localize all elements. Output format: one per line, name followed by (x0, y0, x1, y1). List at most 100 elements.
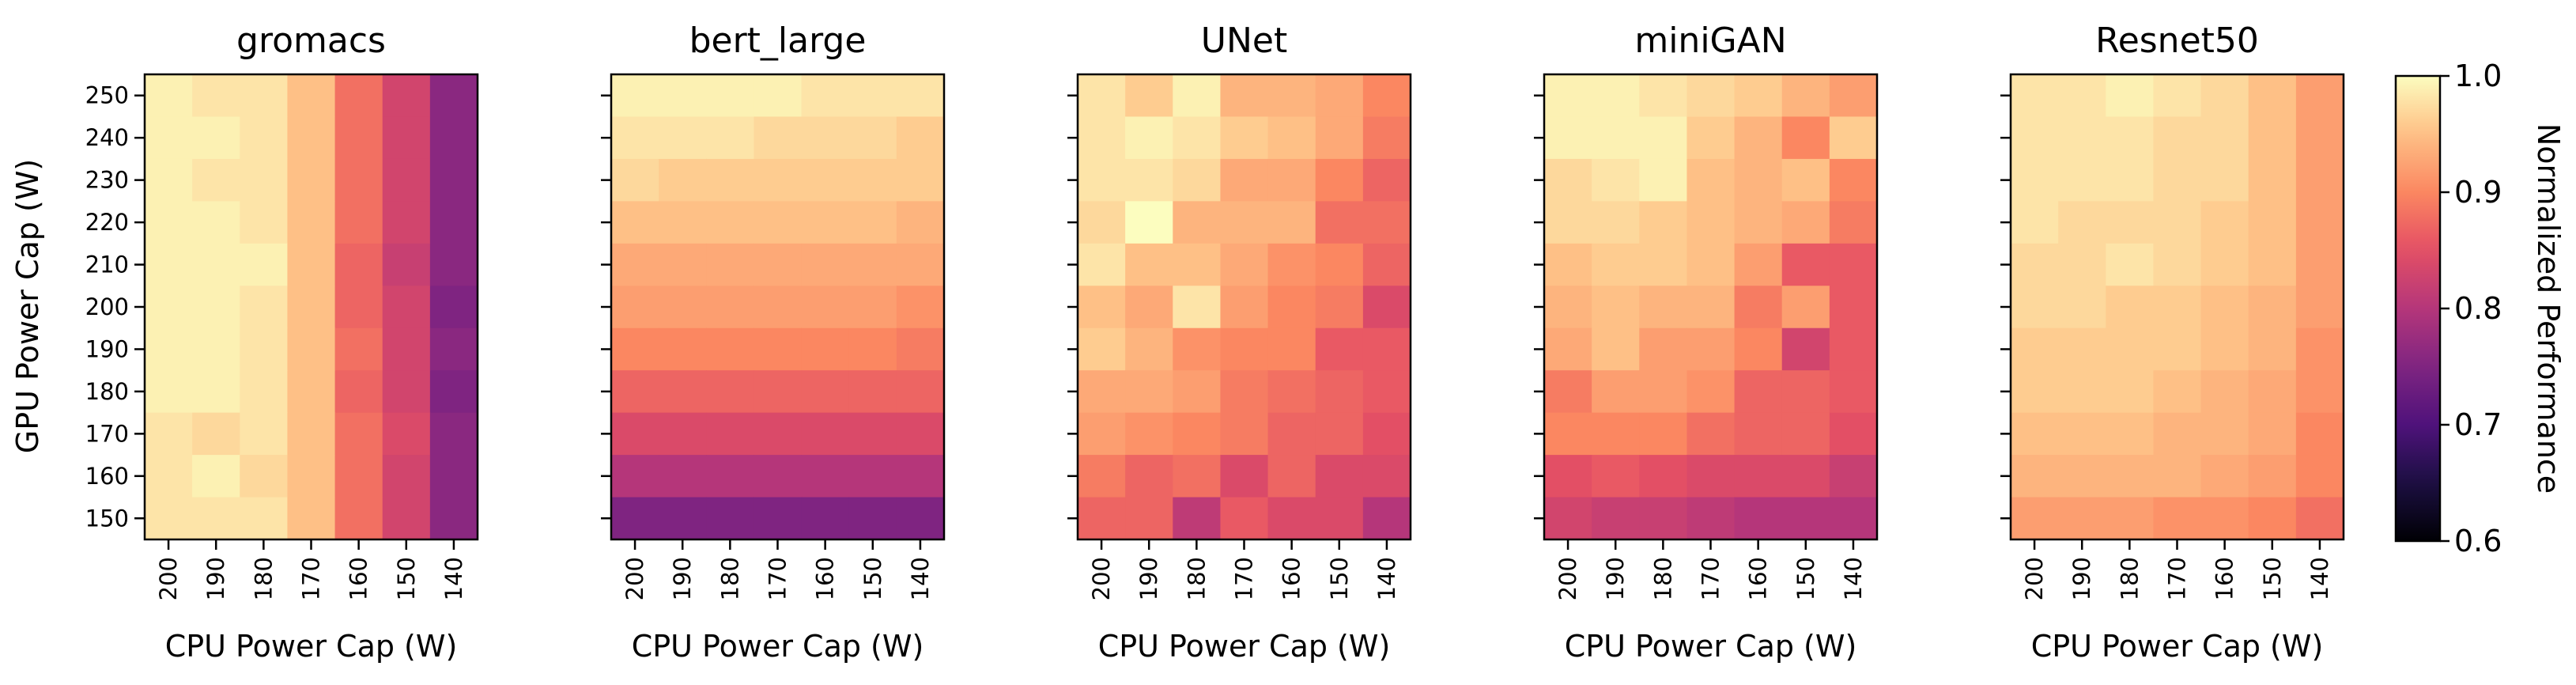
heatmap-cell (1829, 116, 1878, 160)
heatmap-cell (429, 286, 478, 329)
heatmap-cell (2106, 412, 2155, 456)
heatmap-cell (2106, 116, 2155, 160)
heatmap-cell (1220, 286, 1269, 329)
heatmap-cell (240, 497, 289, 540)
heatmap-cell (1686, 497, 1736, 540)
heatmap-cell (611, 201, 659, 244)
heatmap-cell (896, 158, 945, 202)
heatmap-cell (2106, 158, 2155, 202)
heatmap-cell (1544, 497, 1592, 540)
heatmap-cell (1734, 455, 1783, 498)
heatmap-cell (706, 201, 755, 244)
heatmap-cell (334, 327, 383, 371)
heatmap-cell (848, 74, 897, 118)
heatmap-cell (2011, 116, 2059, 160)
heatmap-cell (1639, 455, 1688, 498)
heatmap-cell (706, 455, 755, 498)
heatmap-cell (2153, 201, 2202, 244)
heatmap-cell (706, 412, 755, 456)
heatmap-cell (1125, 243, 1173, 286)
x-tick-label: 170 (765, 557, 791, 600)
heatmap-cell (2011, 455, 2059, 498)
heatmap-cell (2200, 497, 2249, 540)
heatmap-cell (1267, 455, 1316, 498)
heatmap-cell (659, 243, 707, 286)
heatmap-cell (192, 370, 240, 414)
heatmap-cell (896, 455, 945, 498)
heatmap-cell (145, 74, 193, 118)
heatmap-cell (706, 327, 755, 371)
heatmap-cell (1267, 243, 1316, 286)
heatmap-cell (848, 243, 897, 286)
heatmap-cell (1734, 116, 1783, 160)
heatmap-cell (1734, 243, 1783, 286)
heatmap-cell (1829, 286, 1878, 329)
heatmap-cell (1267, 370, 1316, 414)
heatmap-cell (240, 158, 289, 202)
heatmap-cell (801, 158, 850, 202)
heatmap-cell (2153, 116, 2202, 160)
heatmap-cell (145, 201, 193, 244)
heatmap-cell (1686, 243, 1736, 286)
heatmap-cell (2058, 74, 2106, 118)
heatmap-cell (848, 201, 897, 244)
heatmap-cell (1734, 327, 1783, 371)
colorbar-tick-label: 0.9 (2454, 175, 2502, 210)
heatmap-cell (611, 243, 659, 286)
heatmap-cell (1686, 74, 1736, 118)
x-axis-label: CPU Power Cap (W) (1098, 629, 1391, 664)
heatmap-cell (611, 158, 659, 202)
heatmap-cell (611, 116, 659, 160)
heatmap-cell (1544, 201, 1592, 244)
heatmap-cell (1078, 201, 1126, 244)
heatmap-cell (1781, 243, 1830, 286)
heatmap-cell (1315, 327, 1364, 371)
heatmap-cell (287, 327, 336, 371)
panel-miniGAN: miniGAN 200 190 180 170 160 150 140 CPU Power Ca… (1534, 21, 1879, 664)
heatmap-cell (334, 74, 383, 118)
y-tick-label: 250 (85, 82, 129, 109)
heatmap-cell (2011, 286, 2059, 329)
heatmap-cell (240, 243, 289, 286)
heatmap-cell (1781, 74, 1830, 118)
heatmap-cell (1125, 327, 1173, 371)
heatmap-cell (659, 116, 707, 160)
panel-Resnet50: Resnet50 200 190 180 170 160 150 140 CPU Power C… (2000, 21, 2345, 664)
heatmap-cell (1829, 74, 1878, 118)
heatmap-cell (192, 243, 240, 286)
heatmap-cell (1734, 370, 1783, 414)
heatmap-cell (896, 116, 945, 160)
panel-title: gromacs (236, 21, 386, 61)
heatmap-cell (192, 201, 240, 244)
heatmap-cell (611, 455, 659, 498)
heatmap-cell (1781, 201, 1830, 244)
heatmap-cell (2011, 327, 2059, 371)
heatmap-cell (1362, 286, 1411, 329)
heatmap-cell (1639, 201, 1688, 244)
heatmap-cell (1173, 412, 1222, 456)
heatmap-cell (145, 370, 193, 414)
heatmap-cell (1173, 497, 1222, 540)
heatmap-cell (429, 243, 478, 286)
heatmap-cell (240, 286, 289, 329)
heatmap-cell (145, 497, 193, 540)
heatmap-cell (848, 158, 897, 202)
x-tick-label: 180 (250, 557, 277, 600)
heatmap-cell (1544, 455, 1592, 498)
heatmap-cell (192, 455, 240, 498)
heatmap-cell (848, 455, 897, 498)
heatmap-cell (1829, 201, 1878, 244)
heatmap-cell (659, 327, 707, 371)
heatmap-cell (2153, 158, 2202, 202)
heatmap-cell (659, 74, 707, 118)
heatmap-cell (659, 201, 707, 244)
heatmap-cell (1267, 158, 1316, 202)
heatmap-cell (754, 74, 803, 118)
colorbar-tick-label: 0.6 (2454, 524, 2502, 558)
x-tick-label: 160 (346, 557, 372, 600)
heatmap-cell (1362, 327, 1411, 371)
heatmap-cell (1078, 74, 1126, 118)
heatmap-cell (1173, 370, 1222, 414)
colorbar-label: Normalized Performance (2531, 123, 2566, 494)
panel-title: miniGAN (1634, 21, 1786, 61)
